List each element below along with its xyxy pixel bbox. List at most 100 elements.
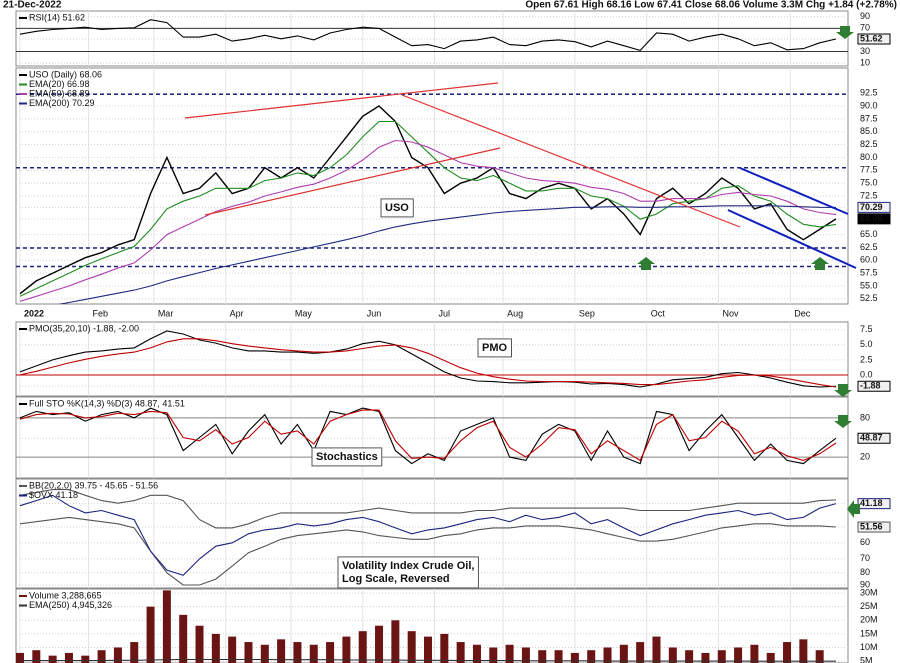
current-value-box — [857, 213, 891, 225]
volume-bar — [228, 636, 237, 663]
series-line — [19, 19, 837, 52]
channel-line — [727, 209, 857, 269]
x-tick-label: Apr — [230, 308, 244, 318]
y-tick-label: -1.88 — [860, 381, 881, 391]
legend-label: EMA(50) 68.89 — [29, 88, 90, 98]
volume-bar — [260, 644, 269, 663]
y-tick-label: 77.5 — [860, 165, 878, 175]
volume-bar — [440, 633, 449, 663]
volume-bar — [113, 647, 122, 663]
volume-bar — [570, 652, 579, 663]
x-tick-label: Feb — [93, 308, 109, 318]
x-tick-label: Dec — [794, 308, 811, 318]
plot-area — [16, 93, 848, 304]
volume-bar — [407, 631, 416, 663]
up-arrow — [811, 257, 829, 270]
series-line — [19, 516, 837, 586]
volume-bar — [309, 644, 318, 663]
volume-bar — [799, 639, 808, 663]
y-tick-label: 57.5 — [860, 268, 878, 278]
panel-frame — [15, 10, 849, 67]
down-arrow — [834, 415, 852, 428]
y-tick-label: 5M — [860, 655, 873, 663]
plot-area — [16, 590, 836, 663]
y-tick-label: 72.5 — [860, 190, 878, 200]
x-tick-label: Jul — [439, 308, 451, 318]
y-tick-label: 82.5 — [860, 139, 878, 149]
current-value-box — [857, 498, 891, 510]
y-tick-label: 62.5 — [860, 242, 878, 252]
y-tick-label: 25M — [860, 601, 878, 611]
legend-label: PMO(35,20,10) -1.88, -2.00 — [29, 323, 139, 333]
y-tick-label: 20M — [860, 615, 878, 625]
volume-bar — [554, 650, 563, 663]
y-tick-label: 75.0 — [860, 178, 878, 188]
y-tick-label: 87.5 — [860, 113, 878, 123]
series-line — [57, 205, 837, 304]
volume-bar — [505, 644, 514, 663]
volume-bar — [358, 631, 367, 663]
y-tick-label: 60.0 — [860, 255, 878, 265]
panel-frame — [15, 396, 849, 479]
legend-label: Volume 3,288,665 — [29, 590, 102, 600]
current-value-box — [857, 380, 891, 392]
volume-bar — [619, 644, 628, 663]
series-line — [19, 409, 837, 462]
volume-bar — [521, 647, 530, 663]
volume-bar — [587, 650, 596, 663]
annotation: USO — [385, 202, 409, 214]
current-value-box — [857, 521, 891, 533]
down-arrow — [836, 26, 854, 39]
x-tick-label: Sep — [579, 308, 595, 318]
down-arrow — [834, 384, 852, 397]
legend-label: EMA(200) 70.29 — [29, 98, 95, 108]
y-tick-label: 68.06 — [860, 213, 883, 223]
volume-bar — [750, 644, 759, 663]
series-line — [19, 494, 837, 576]
volume-bar — [685, 650, 694, 663]
volume-bar — [652, 636, 661, 663]
volume-bar — [342, 636, 351, 663]
y-tick-label: 0.0 — [860, 369, 873, 379]
volume-bar — [179, 614, 188, 663]
volume-bar — [211, 633, 220, 663]
y-tick-label: 48.87 — [860, 433, 883, 443]
y-tick-label: 51.56 — [860, 521, 883, 531]
series-line — [20, 658, 836, 662]
volume-bar — [424, 636, 432, 663]
annotation: PMO — [482, 342, 508, 354]
volume-bar — [81, 655, 90, 663]
volume-bar — [717, 650, 726, 663]
legend-label: USO (Daily) 68.06 — [29, 69, 102, 79]
y-tick-label: 65.0 — [860, 229, 878, 239]
y-tick-label: 70 — [860, 23, 870, 33]
volume-bar — [97, 650, 106, 663]
y-tick-label: 30 — [860, 46, 870, 56]
y-tick-label: 7.5 — [860, 324, 873, 334]
volume-bar — [195, 625, 204, 663]
y-tick-label: 5.0 — [860, 339, 873, 349]
plot-area — [16, 407, 848, 465]
channel-line — [739, 167, 849, 215]
annotation-overlay: 21-Dec-2022 Open 67.61 High 68.16 Low 67… — [3, 0, 897, 518]
volume-bar — [293, 642, 302, 663]
y-tick-label: 55.0 — [860, 280, 878, 290]
y-tick-label: 60 — [860, 537, 870, 547]
volume-bar — [783, 642, 792, 663]
plot-area — [16, 330, 848, 388]
annotation: Stochastics — [316, 451, 378, 463]
annotation-box — [311, 447, 383, 467]
volume-bar — [32, 650, 41, 663]
y-tick-label: 10 — [860, 57, 870, 67]
volume-bar — [815, 650, 824, 663]
panel-frame — [15, 67, 849, 305]
volume-bar — [472, 644, 481, 663]
series-line — [19, 489, 837, 529]
volume-bar — [766, 652, 775, 663]
panel-frame — [15, 321, 849, 397]
y-tick-label: 90.0 — [860, 100, 878, 110]
y-tick-label: 52.5 — [860, 293, 878, 303]
volume-bar — [734, 647, 743, 663]
series-line — [19, 407, 837, 465]
